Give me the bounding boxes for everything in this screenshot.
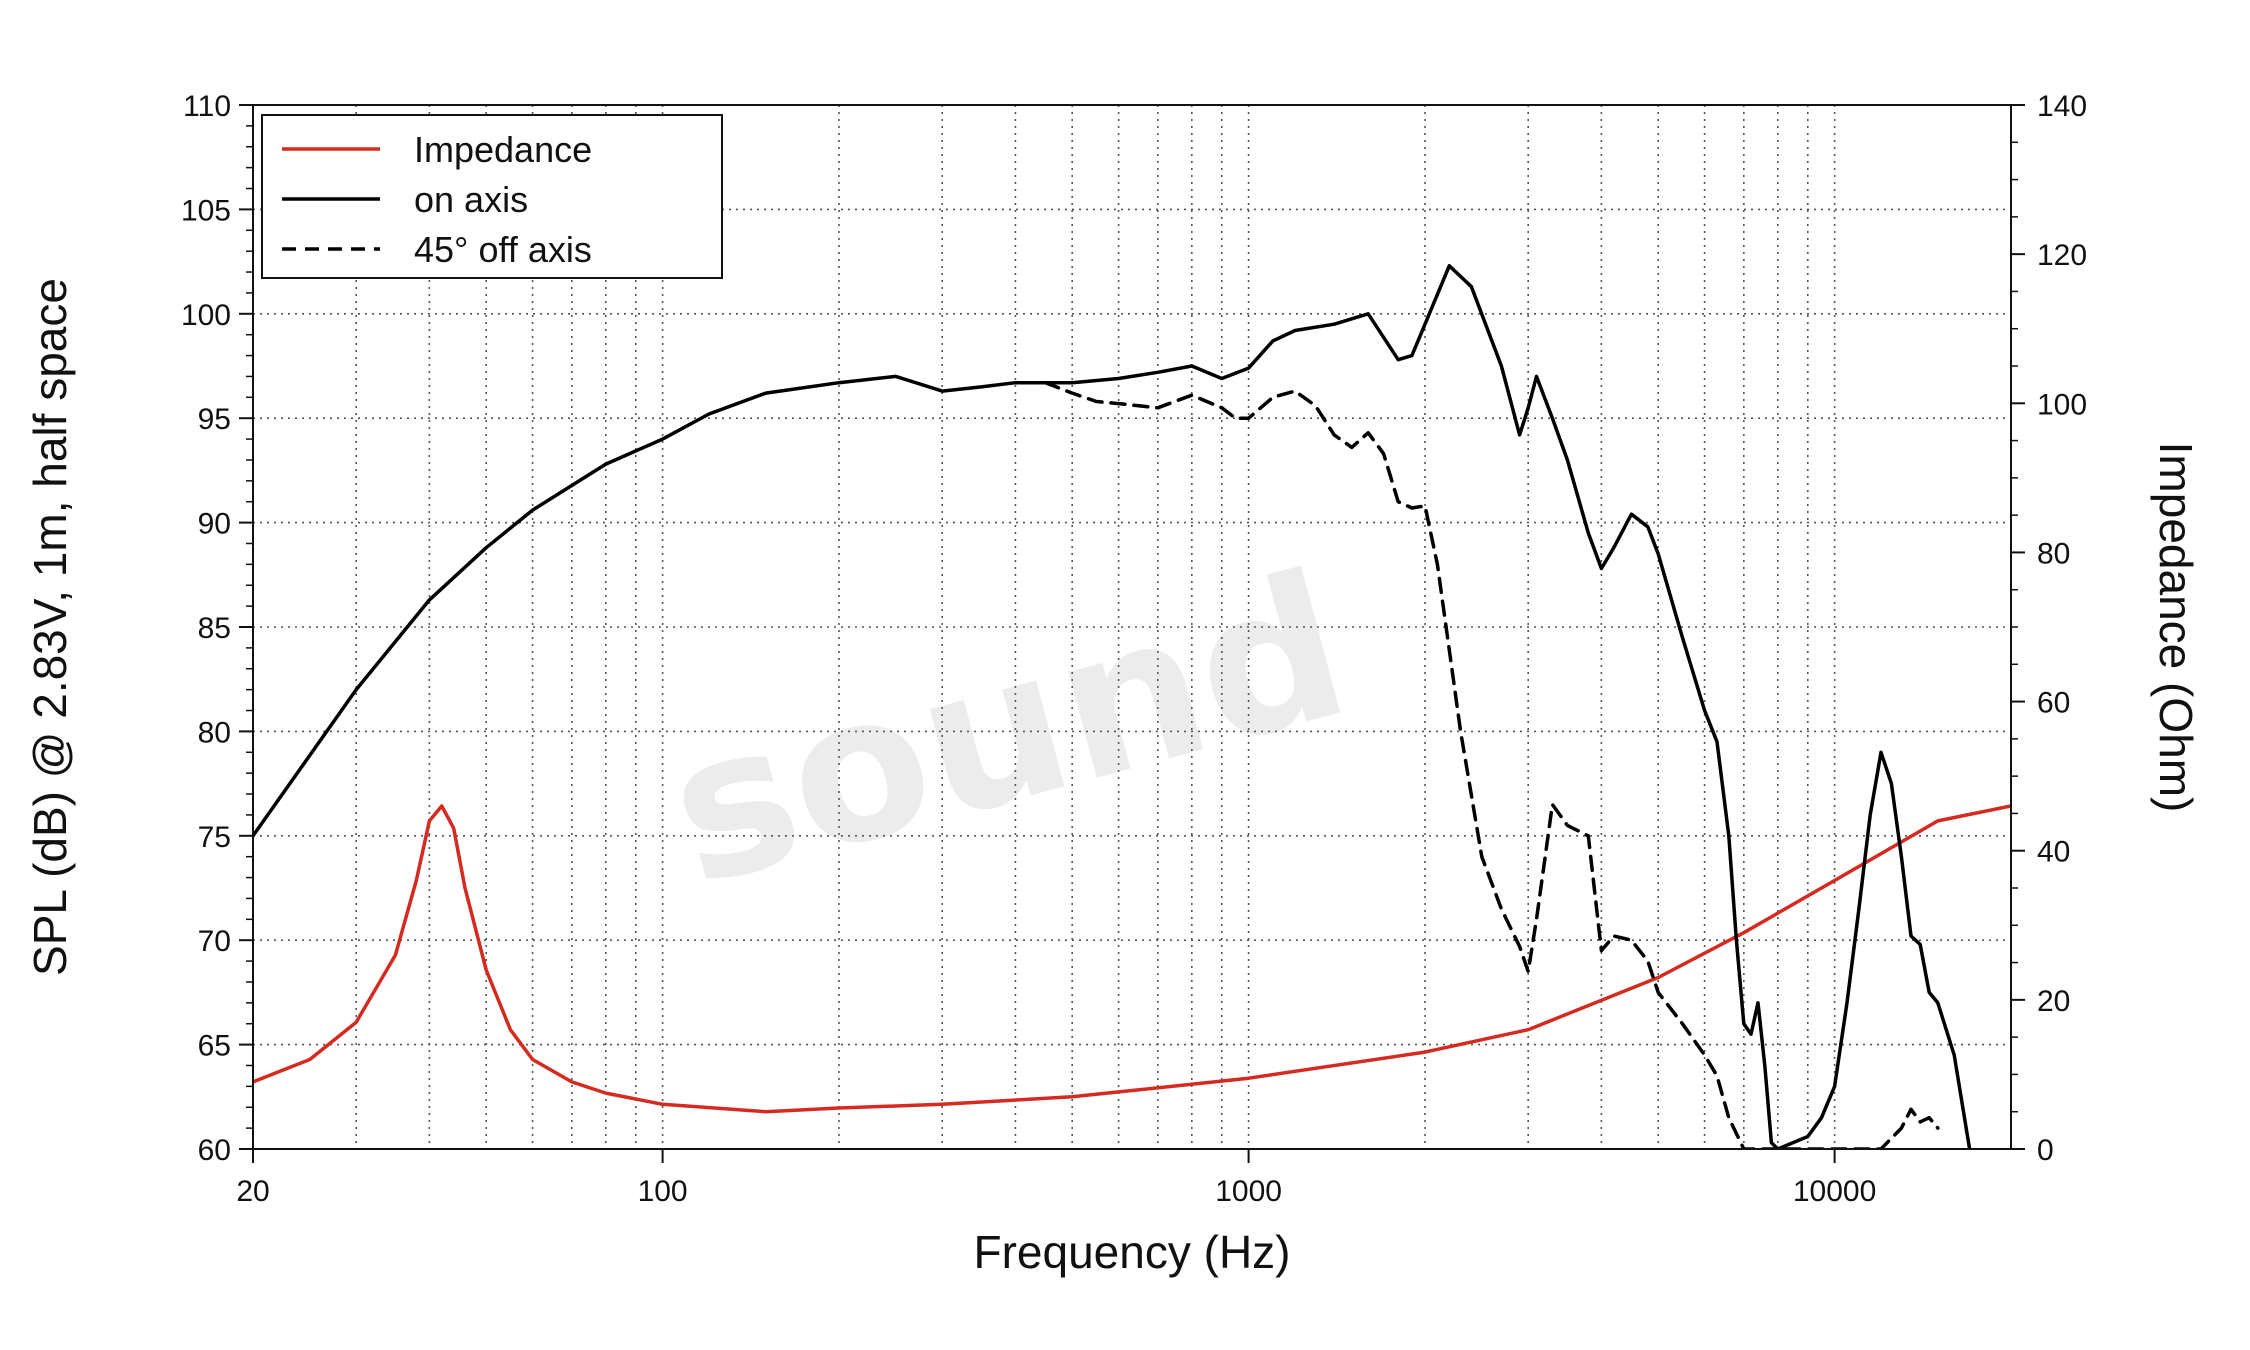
y-left-tick-label: 80 xyxy=(198,716,231,749)
y-right-tick-label: 140 xyxy=(2037,90,2087,123)
series-line-impedance xyxy=(253,804,2011,1114)
y-left-tick-label: 75 xyxy=(198,821,231,854)
y-left-tick-label: 85 xyxy=(198,612,231,645)
y-right-tick-label: 40 xyxy=(2037,836,2070,869)
legend-box xyxy=(261,114,723,279)
y-right-tick-label: 80 xyxy=(2037,537,2070,570)
y-left-tick-label: 105 xyxy=(181,194,231,227)
y-left-tick-label: 70 xyxy=(198,925,231,958)
y-right-tick-label: 0 xyxy=(2037,1134,2054,1167)
x-tick-label: 10000 xyxy=(1793,1175,1876,1208)
series-group xyxy=(253,264,2011,1149)
y-left-tick-label: 90 xyxy=(198,508,231,541)
x-axis-title: Frequency (Hz) xyxy=(974,1226,1291,1278)
y-left-tick-label: 95 xyxy=(198,403,231,436)
y-left-tick-label: 110 xyxy=(183,90,231,123)
legend-label: 45° off axis xyxy=(414,229,592,270)
x-tick-label: 20 xyxy=(236,1175,269,1208)
series-line-45-off-axis xyxy=(1043,380,1940,1149)
grid xyxy=(253,105,2011,1149)
y-left-tick-label: 60 xyxy=(198,1134,231,1167)
y-left-tick-label: 100 xyxy=(181,299,231,332)
y-right-tick-label: 60 xyxy=(2037,687,2070,720)
y-left-tick-label: 65 xyxy=(198,1030,231,1063)
y-axis-right-title: Impedance (Ohm) xyxy=(2150,442,2202,813)
series-line-on-axis xyxy=(253,264,1972,1149)
y-right-tick-label: 20 xyxy=(2037,985,2070,1018)
x-tick-label: 100 xyxy=(638,1175,688,1208)
y-right-tick-label: 120 xyxy=(2037,239,2087,272)
legend-label: Impedance xyxy=(414,129,592,170)
legend: Impedance on axis 45° off axis xyxy=(261,114,723,279)
ticks xyxy=(239,104,2025,1163)
y-axis-left-title: SPL (dB) @ 2.83V, 1m, half space xyxy=(24,278,76,976)
tick-labels: 60 65 70 75 80 85 90 95 100 105 110 0 20 40 60 80 100 120… xyxy=(181,90,2087,1208)
y-right-tick-label: 100 xyxy=(2037,388,2087,421)
x-tick-label: 1000 xyxy=(1215,1175,1282,1208)
legend-label: on axis xyxy=(414,179,528,220)
